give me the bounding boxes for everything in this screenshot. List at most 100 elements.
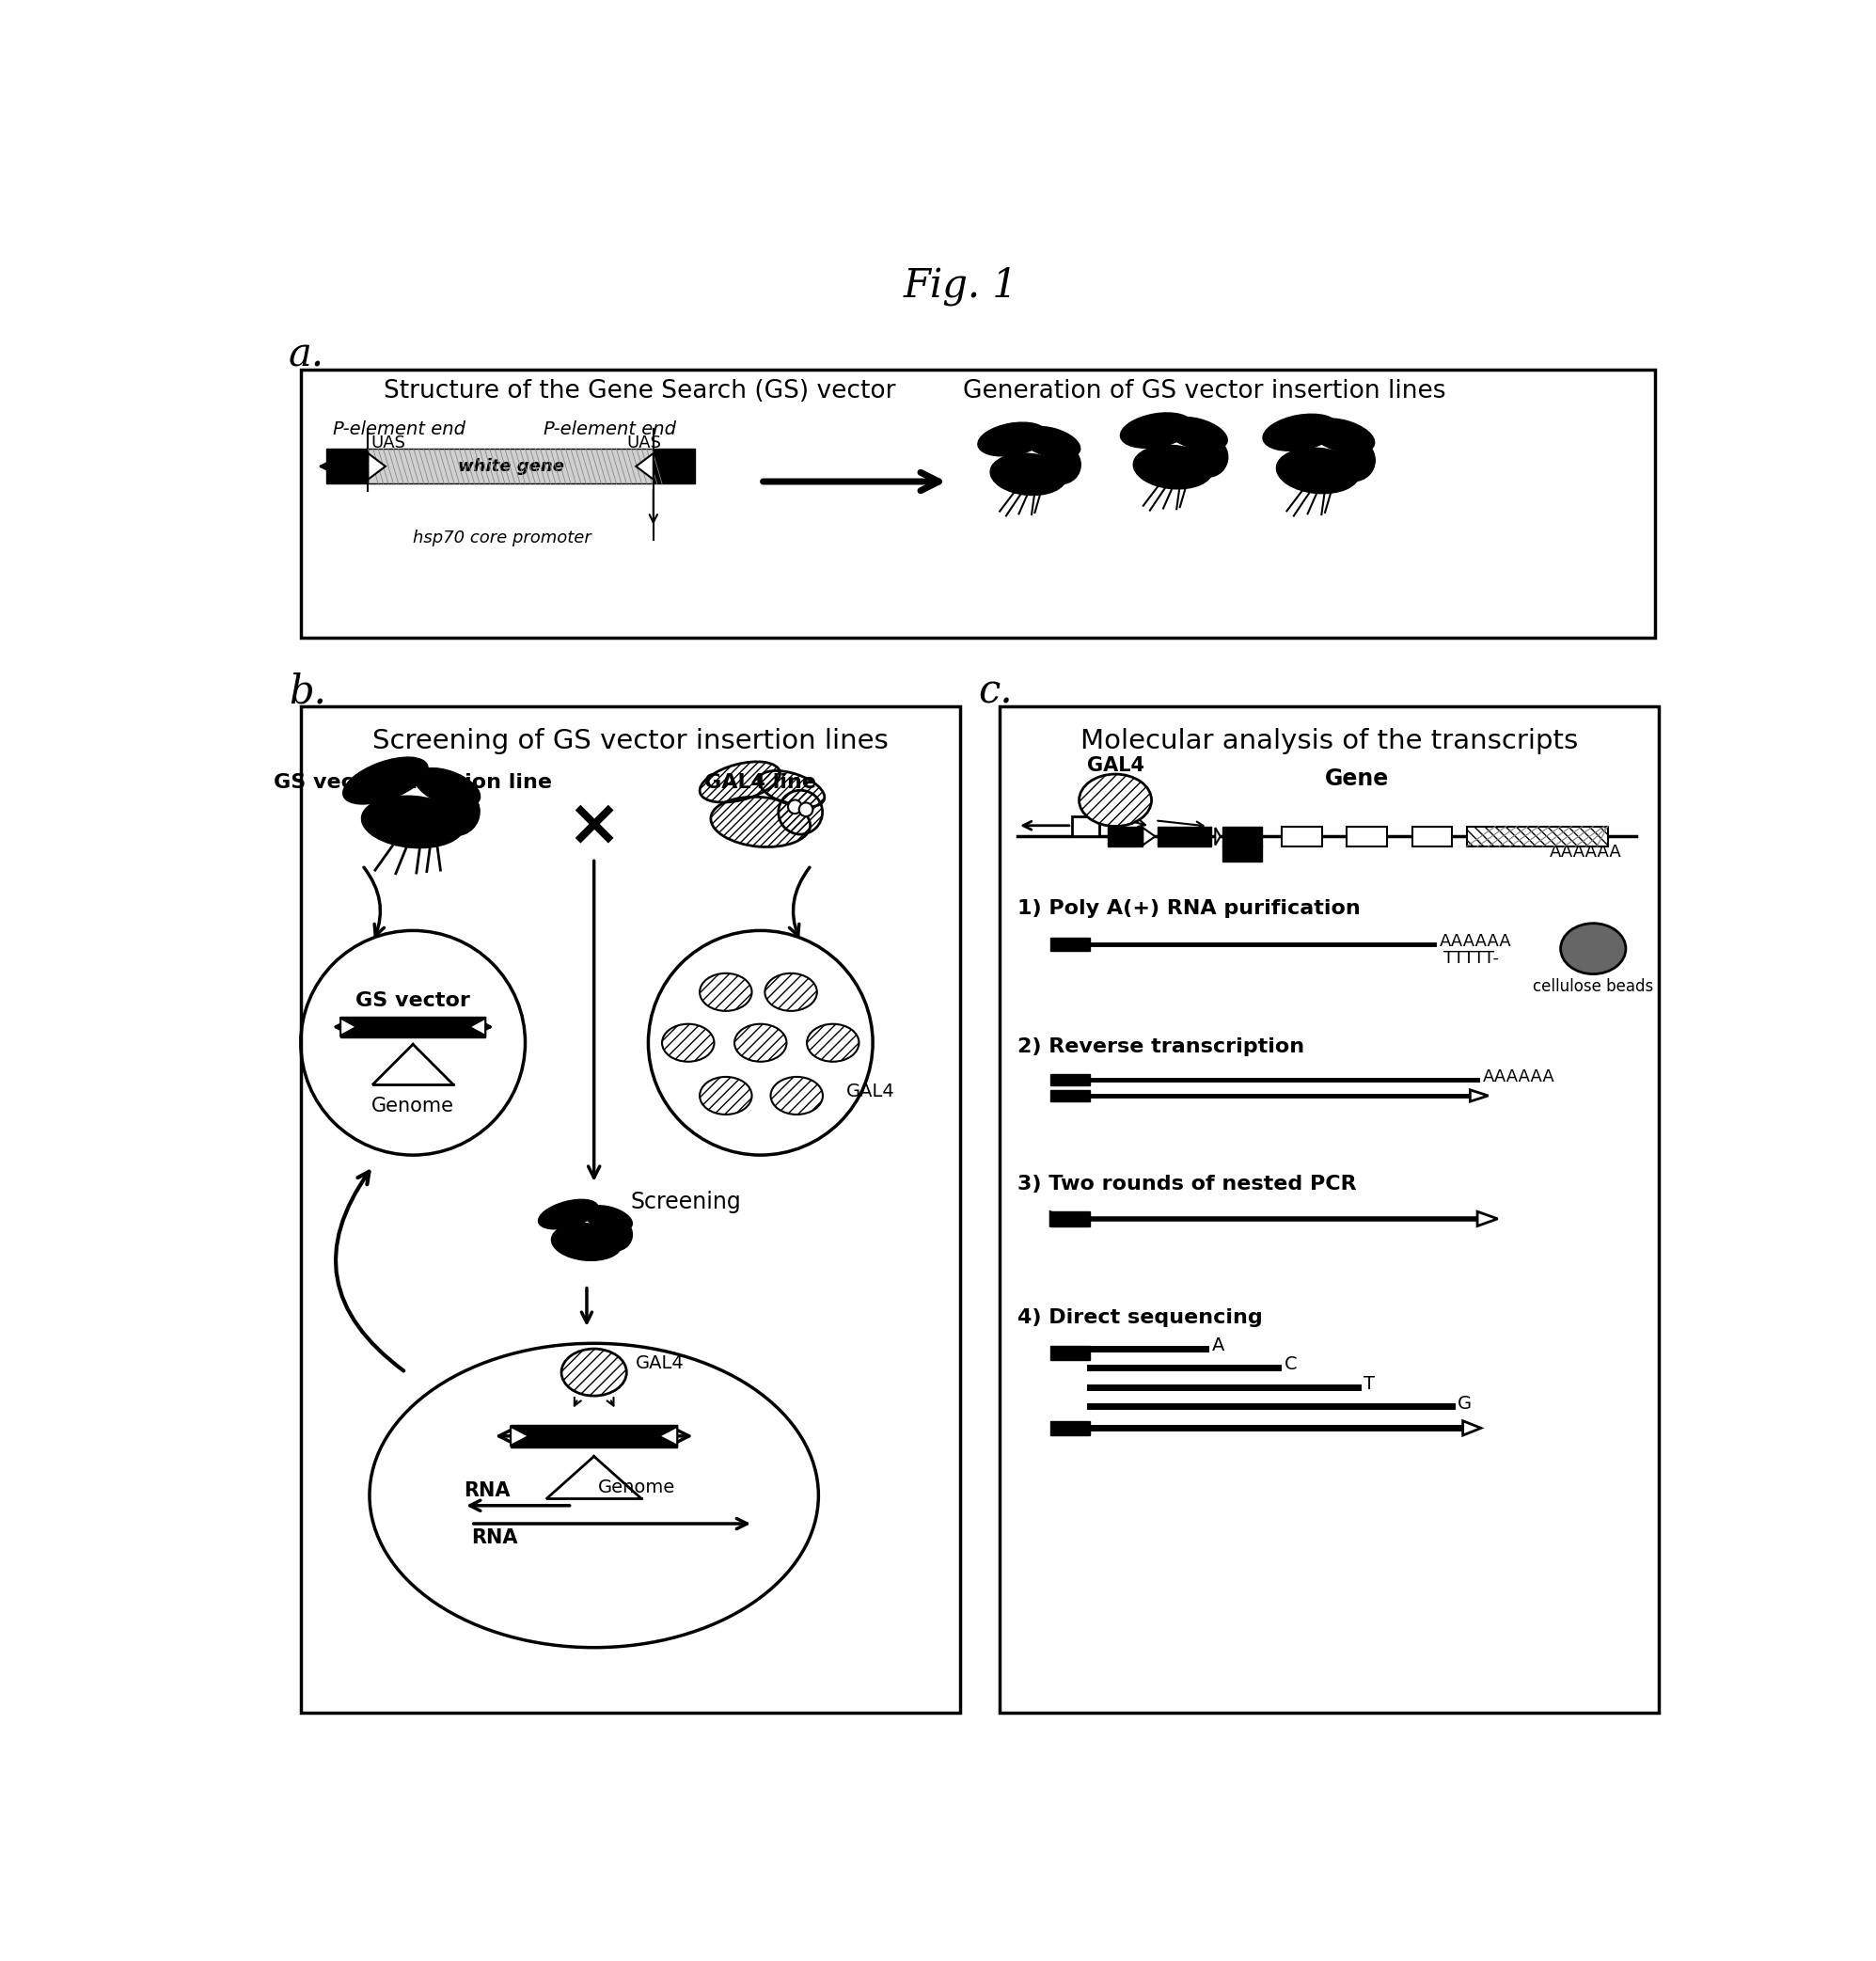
Text: Screening of GS vector insertion lines: Screening of GS vector insertion lines: [371, 728, 887, 753]
Circle shape: [1188, 437, 1229, 477]
Text: TTTTT-: TTTTT-: [1443, 949, 1499, 967]
Ellipse shape: [583, 1206, 632, 1232]
Ellipse shape: [735, 1024, 786, 1061]
Text: Screening: Screening: [630, 1190, 741, 1214]
Ellipse shape: [552, 1224, 623, 1261]
Text: cellulose beads: cellulose beads: [1533, 979, 1653, 996]
Ellipse shape: [1309, 418, 1375, 453]
Ellipse shape: [991, 453, 1067, 496]
Polygon shape: [658, 1428, 677, 1445]
Text: b.: b.: [289, 673, 326, 712]
Text: Structure of the Gene Search (GS) vector: Structure of the Gene Search (GS) vector: [385, 378, 897, 404]
Bar: [1157, 826, 1212, 847]
Text: P-element end: P-element end: [544, 420, 675, 439]
Bar: [1051, 1345, 1090, 1361]
Polygon shape: [341, 1018, 356, 1035]
Circle shape: [1043, 445, 1081, 484]
Bar: [1051, 1422, 1090, 1435]
Text: GAL4: GAL4: [1086, 757, 1144, 775]
Polygon shape: [368, 453, 385, 478]
Text: GS vector: GS vector: [356, 992, 471, 1010]
Polygon shape: [1471, 1090, 1488, 1102]
Text: G: G: [1458, 1394, 1473, 1412]
Ellipse shape: [700, 973, 752, 1012]
FancyArrowPatch shape: [364, 867, 385, 935]
Polygon shape: [1476, 1212, 1497, 1226]
Text: 4) Direct sequencing: 4) Direct sequencing: [1017, 1308, 1263, 1328]
Bar: [300, 706, 961, 1712]
Text: 2) Reverse transcription: 2) Reverse transcription: [1017, 1037, 1304, 1055]
Text: Gene: Gene: [1324, 767, 1390, 790]
Text: A: A: [1212, 1337, 1225, 1355]
Text: Genome: Genome: [371, 1096, 454, 1116]
Text: UAS: UAS: [371, 435, 405, 451]
Ellipse shape: [807, 1024, 859, 1061]
Ellipse shape: [1120, 414, 1193, 447]
Bar: [300, 369, 1655, 637]
Bar: [1071, 816, 1099, 837]
Text: Molecular analysis of the transcripts: Molecular analysis of the transcripts: [1081, 728, 1578, 753]
Bar: [341, 1016, 486, 1037]
Polygon shape: [1463, 1422, 1480, 1435]
Bar: [510, 1424, 677, 1447]
Ellipse shape: [765, 973, 818, 1012]
Bar: [1000, 706, 1658, 1712]
Ellipse shape: [1133, 445, 1214, 488]
Polygon shape: [1467, 826, 1608, 847]
Ellipse shape: [771, 1077, 824, 1114]
Polygon shape: [1216, 828, 1219, 845]
Text: Genome: Genome: [598, 1479, 675, 1496]
Ellipse shape: [662, 1024, 715, 1061]
Text: RNA: RNA: [463, 1483, 510, 1500]
Text: c.: c.: [977, 673, 1013, 712]
Text: 3) Two rounds of nested PCR: 3) Two rounds of nested PCR: [1017, 1175, 1356, 1194]
Ellipse shape: [362, 796, 465, 847]
Ellipse shape: [415, 769, 480, 808]
Polygon shape: [510, 1428, 529, 1445]
Ellipse shape: [1561, 924, 1626, 975]
Ellipse shape: [977, 422, 1047, 457]
Text: GS vector insertion line: GS vector insertion line: [274, 773, 552, 792]
Ellipse shape: [1165, 418, 1227, 451]
Ellipse shape: [561, 1349, 627, 1396]
Ellipse shape: [1079, 775, 1152, 826]
Text: 1) Poly A(+) RNA purification: 1) Poly A(+) RNA purification: [1017, 900, 1360, 918]
Ellipse shape: [343, 757, 428, 804]
Bar: [1281, 826, 1323, 847]
Text: white gene: white gene: [458, 457, 565, 475]
Bar: [1109, 826, 1142, 847]
Bar: [1051, 1075, 1090, 1086]
Text: ×: ×: [567, 794, 621, 857]
Text: GAL4 line: GAL4 line: [705, 773, 816, 792]
Circle shape: [799, 802, 812, 816]
Text: a.: a.: [289, 335, 325, 375]
Bar: [1051, 1212, 1090, 1226]
Bar: [653, 449, 696, 484]
Ellipse shape: [700, 1077, 752, 1114]
Bar: [368, 449, 653, 484]
Text: Generation of GS vector insertion lines: Generation of GS vector insertion lines: [962, 378, 1446, 404]
Bar: [1347, 826, 1386, 847]
Text: hsp70 core promoter: hsp70 core promoter: [413, 529, 591, 547]
Ellipse shape: [1263, 414, 1338, 451]
Text: GAL4: GAL4: [846, 1082, 895, 1100]
Polygon shape: [636, 453, 653, 478]
FancyArrowPatch shape: [790, 867, 810, 935]
Bar: [1051, 1090, 1090, 1102]
Text: T: T: [1364, 1375, 1375, 1392]
Polygon shape: [1051, 1212, 1067, 1226]
Circle shape: [788, 800, 801, 814]
Bar: [326, 449, 368, 484]
Circle shape: [431, 788, 480, 835]
Text: P-element end: P-element end: [334, 420, 465, 439]
Bar: [1223, 826, 1263, 847]
Text: AAAAAA: AAAAAA: [1550, 843, 1623, 861]
Text: AAAAAA: AAAAAA: [1439, 933, 1512, 949]
Text: C: C: [1283, 1355, 1296, 1373]
Ellipse shape: [538, 1200, 598, 1230]
Circle shape: [600, 1218, 632, 1251]
Ellipse shape: [1021, 427, 1081, 459]
Polygon shape: [1142, 828, 1156, 845]
Text: GAL4: GAL4: [636, 1355, 685, 1373]
FancyArrowPatch shape: [336, 1171, 403, 1371]
